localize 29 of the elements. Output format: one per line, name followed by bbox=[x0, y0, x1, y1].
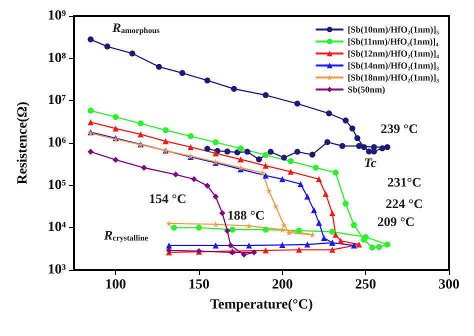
y-tick-label: 10³ bbox=[48, 262, 66, 278]
annotation: 231°C bbox=[387, 174, 422, 190]
x-tick-label: 100 bbox=[105, 278, 126, 292]
annotation: Rcrystalline bbox=[103, 227, 149, 242]
legend-label: [Sb(14nm)/HfO₂(1nm)]₃ bbox=[348, 60, 440, 70]
y-tick-label: 10⁵ bbox=[48, 178, 66, 193]
annotation: 188 °C bbox=[227, 207, 265, 222]
legend-label: [Sb(12nm)/HfO₂(1nm)]₄ bbox=[348, 48, 440, 58]
x-axis-title: Temperature(°C) bbox=[210, 298, 314, 312]
annotation: 224 °C bbox=[386, 196, 424, 212]
x-tick-label: 250 bbox=[355, 278, 376, 292]
x-tick-label: 150 bbox=[188, 278, 210, 292]
y-tick-label: 10⁸ bbox=[48, 50, 66, 66]
legend-label: Sb(50nm) bbox=[348, 84, 386, 94]
y-axis-title: Resistence(Ω) bbox=[16, 101, 30, 184]
annotation: 154 °C bbox=[149, 190, 186, 206]
annotation: 209 °C bbox=[377, 214, 415, 229]
y-tick-label: 10⁴ bbox=[48, 220, 67, 236]
annotation: 239 °C bbox=[380, 121, 418, 136]
annotation: Ramorphous bbox=[111, 20, 160, 35]
y-tick-label: 10⁹ bbox=[48, 8, 66, 24]
legend-label: [Sb(11nm)/HfO₂(1nm)]₄ bbox=[348, 36, 439, 46]
legend-label: [Sb(10nm)/HfO₂(1nm)]₅ bbox=[348, 24, 440, 34]
y-tick-label: 10⁶ bbox=[48, 136, 66, 150]
x-tick-label: 300 bbox=[438, 278, 460, 292]
y-tick-label: 10⁷ bbox=[48, 93, 66, 108]
annotation: Tc bbox=[364, 154, 377, 170]
legend-label: [Sb(18nm)/HfO₂(1nm)]₃ bbox=[348, 72, 440, 82]
x-tick-label: 200 bbox=[272, 278, 293, 292]
